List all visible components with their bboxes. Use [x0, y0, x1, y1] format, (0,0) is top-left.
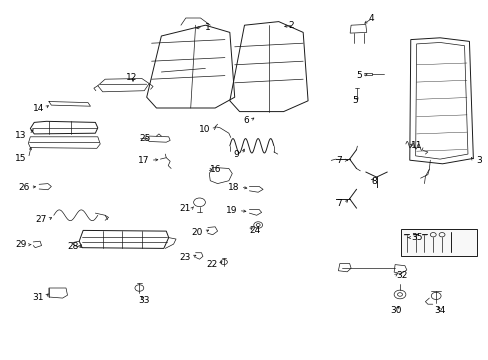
Text: 30: 30	[389, 306, 401, 315]
Text: 2: 2	[287, 21, 293, 30]
Text: 26: 26	[18, 183, 29, 192]
Text: 6: 6	[243, 116, 249, 125]
Text: 17: 17	[137, 156, 149, 165]
Text: 5: 5	[351, 96, 357, 105]
Text: 20: 20	[191, 228, 203, 237]
Text: 12: 12	[126, 73, 138, 82]
Text: 29: 29	[16, 240, 27, 249]
Text: 16: 16	[210, 165, 222, 174]
Text: 23: 23	[179, 253, 190, 262]
Text: 18: 18	[227, 183, 239, 192]
Text: 31: 31	[32, 292, 44, 302]
Text: 15: 15	[15, 154, 27, 163]
Text: 25: 25	[139, 134, 150, 143]
Text: 3: 3	[476, 156, 482, 165]
Text: 22: 22	[206, 260, 217, 269]
Text: 7: 7	[336, 156, 342, 165]
Text: 9: 9	[233, 150, 239, 159]
Text: 24: 24	[249, 226, 260, 235]
Text: 14: 14	[33, 104, 44, 113]
Text: 13: 13	[15, 131, 27, 140]
Text: 8: 8	[371, 177, 377, 186]
Text: 19: 19	[225, 206, 237, 215]
Text: 10: 10	[198, 125, 210, 134]
Text: 32: 32	[395, 271, 407, 280]
Text: 21: 21	[179, 204, 190, 213]
Text: 33: 33	[138, 296, 150, 305]
Text: 28: 28	[67, 242, 78, 251]
Text: 7: 7	[336, 199, 342, 208]
Text: 4: 4	[368, 14, 374, 23]
Text: 27: 27	[35, 215, 46, 224]
Text: 35: 35	[411, 233, 423, 242]
FancyBboxPatch shape	[400, 229, 476, 256]
Text: 34: 34	[433, 306, 445, 315]
Text: 1: 1	[204, 23, 210, 32]
Text: 5: 5	[355, 71, 361, 80]
Text: 11: 11	[410, 141, 422, 150]
